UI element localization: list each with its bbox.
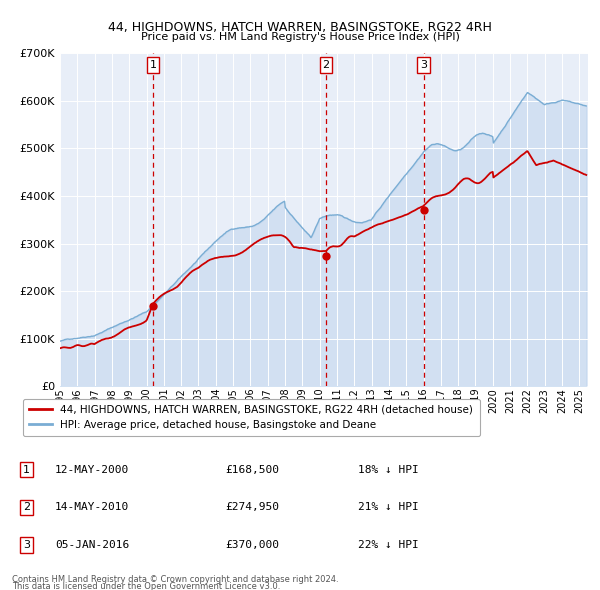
Text: £274,950: £274,950 — [225, 503, 279, 512]
Text: 22% ↓ HPI: 22% ↓ HPI — [358, 540, 418, 550]
Text: 18% ↓ HPI: 18% ↓ HPI — [358, 465, 418, 474]
Text: 14-MAY-2010: 14-MAY-2010 — [55, 503, 130, 512]
Text: 1: 1 — [23, 465, 30, 474]
Text: Price paid vs. HM Land Registry's House Price Index (HPI): Price paid vs. HM Land Registry's House … — [140, 32, 460, 42]
Text: 44, HIGHDOWNS, HATCH WARREN, BASINGSTOKE, RG22 4RH: 44, HIGHDOWNS, HATCH WARREN, BASINGSTOKE… — [108, 21, 492, 34]
Text: 2: 2 — [23, 503, 30, 512]
Text: 05-JAN-2016: 05-JAN-2016 — [55, 540, 130, 550]
Text: £370,000: £370,000 — [225, 540, 279, 550]
Text: 21% ↓ HPI: 21% ↓ HPI — [358, 503, 418, 512]
Text: This data is licensed under the Open Government Licence v3.0.: This data is licensed under the Open Gov… — [12, 582, 280, 590]
Text: 3: 3 — [420, 60, 427, 70]
Text: 3: 3 — [23, 540, 30, 550]
Text: 12-MAY-2000: 12-MAY-2000 — [55, 465, 130, 474]
Text: £168,500: £168,500 — [225, 465, 279, 474]
Text: 1: 1 — [149, 60, 157, 70]
Legend: 44, HIGHDOWNS, HATCH WARREN, BASINGSTOKE, RG22 4RH (detached house), HPI: Averag: 44, HIGHDOWNS, HATCH WARREN, BASINGSTOKE… — [23, 399, 479, 436]
Text: 2: 2 — [323, 60, 329, 70]
Text: Contains HM Land Registry data © Crown copyright and database right 2024.: Contains HM Land Registry data © Crown c… — [12, 575, 338, 584]
